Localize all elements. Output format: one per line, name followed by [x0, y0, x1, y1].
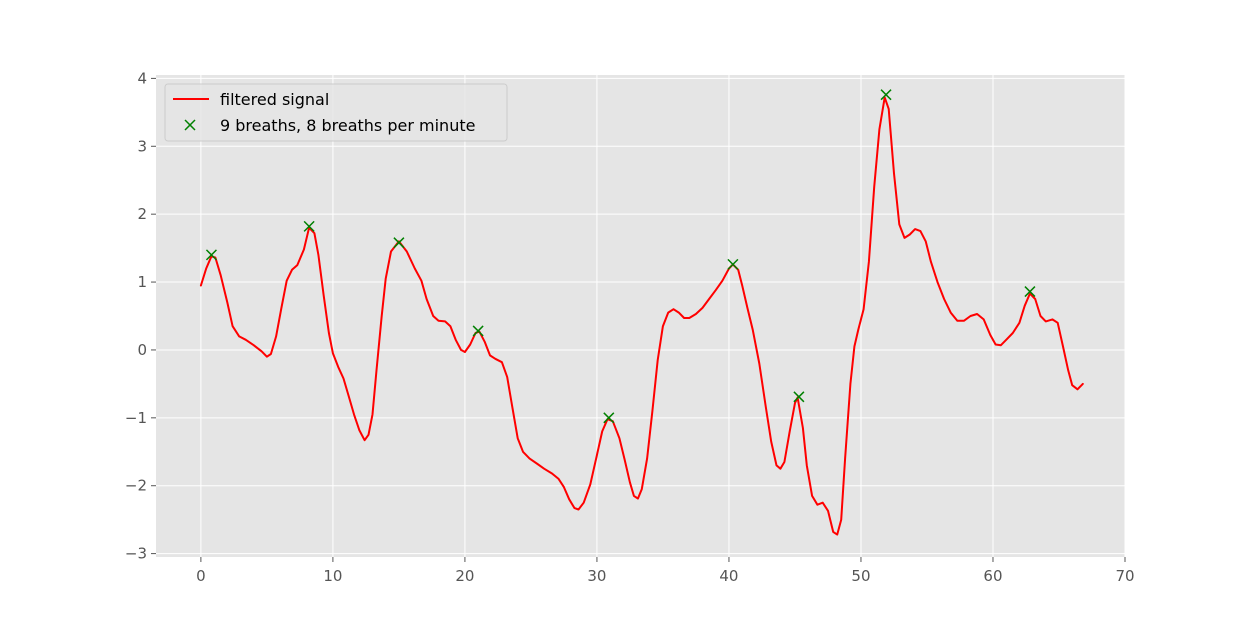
axis-ticks: 0 10 20 30 40 50 60 70 −3 −2 −1 0 1 2 3 4: [125, 69, 1135, 585]
y-tick-label: −1: [125, 409, 147, 427]
series-line-filtered-signal: [199, 96, 1084, 536]
x-tick-label: 40: [719, 567, 738, 585]
x-tick-label: 20: [455, 567, 474, 585]
grid: [156, 75, 1126, 557]
y-tick-label: 3: [137, 137, 147, 155]
y-tick-label: 1: [137, 273, 147, 291]
y-tick-label: 0: [137, 341, 147, 359]
peak-marker: [793, 391, 805, 403]
legend-label-signal: filtered signal: [220, 90, 329, 109]
legend-label-peaks: 9 breaths, 8 breaths per minute: [220, 116, 475, 135]
y-tick-label: 2: [137, 205, 147, 223]
peak-marker: [1024, 286, 1036, 298]
x-tick-label: 70: [1115, 567, 1134, 585]
peak-marker: [727, 258, 739, 270]
peak-marker: [393, 237, 405, 249]
legend-box: [164, 83, 508, 142]
y-tick-label: −3: [125, 545, 147, 563]
legend: filtered signal 9 breaths, 8 breaths per…: [164, 83, 508, 142]
peak-marker: [603, 412, 615, 424]
plot-background: [156, 75, 1125, 557]
y-tick-label: −2: [125, 477, 147, 495]
x-tick-label: 30: [587, 567, 606, 585]
x-tick-label: 60: [983, 567, 1002, 585]
peak-marker: [472, 325, 484, 337]
series-layer: [199, 89, 1084, 536]
legend-marker-swatch: [184, 119, 196, 131]
y-tick-label: 4: [137, 69, 147, 87]
x-tick-label: 10: [323, 567, 342, 585]
x-tick-label: 50: [851, 567, 870, 585]
peak-marker: [205, 249, 217, 261]
x-tick-label: 0: [196, 567, 206, 585]
peak-marker: [303, 220, 315, 232]
peak-marker: [880, 89, 892, 101]
